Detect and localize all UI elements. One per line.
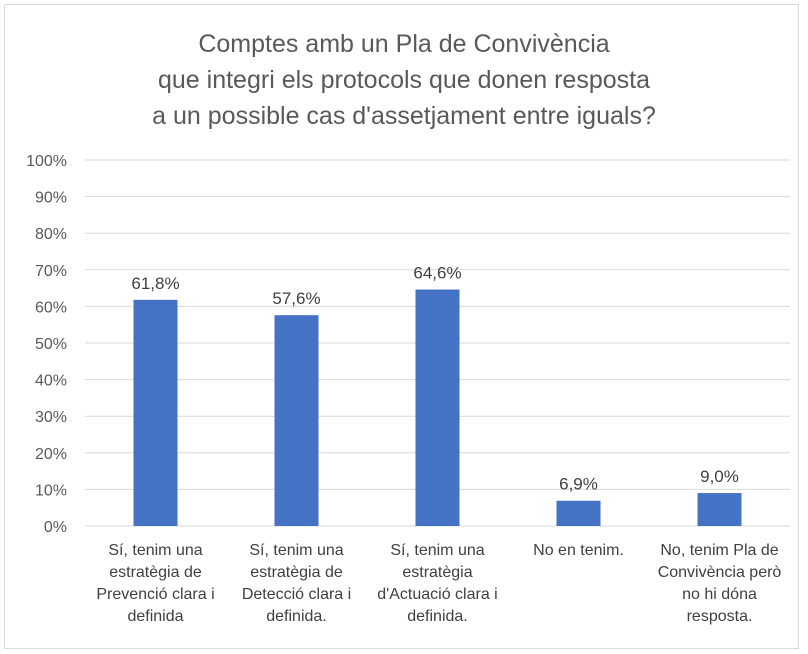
chart-title: Comptes amb un Pla de Convivència que in…	[152, 30, 656, 130]
y-tick-label: 90%	[35, 190, 67, 207]
y-tick-label: 80%	[35, 226, 67, 243]
bar	[133, 299, 178, 526]
bar	[274, 315, 319, 526]
x-category-label: No en tenim.	[533, 542, 624, 559]
y-tick-label: 0%	[44, 519, 67, 536]
y-tick-label: 60%	[35, 299, 67, 316]
data-label: 64,6%	[413, 264, 461, 283]
bar	[697, 493, 742, 526]
y-tick-label: 20%	[35, 446, 67, 463]
data-label: 57,6%	[272, 289, 320, 308]
data-label: 6,9%	[559, 475, 598, 494]
y-tick-label: 70%	[35, 263, 67, 280]
x-category-label: Sí, tenim una estratègia de Prevenció cl…	[96, 542, 215, 625]
x-category-label: Sí, tenim una estratègia de Detecció cla…	[241, 542, 352, 625]
x-category-label: No, tenim Pla de Convivència però no hi …	[657, 542, 782, 625]
y-tick-label: 100%	[26, 153, 67, 170]
y-tick-label: 10%	[35, 482, 67, 499]
data-label: 9,0%	[700, 467, 739, 486]
data-label: 61,8%	[131, 274, 179, 293]
y-tick-label: 30%	[35, 409, 67, 426]
y-tick-label: 50%	[35, 336, 67, 353]
bar	[415, 289, 460, 526]
y-tick-label: 40%	[35, 373, 67, 390]
bar	[556, 500, 601, 526]
x-category-label: Sí, tenim una estratègia d'Actuació clar…	[377, 542, 498, 625]
chart-frame	[4, 4, 799, 649]
